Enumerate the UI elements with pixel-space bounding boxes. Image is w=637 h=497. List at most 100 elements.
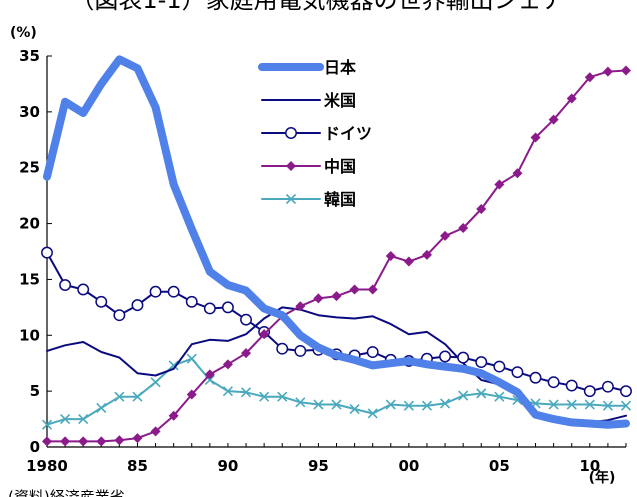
data-point <box>185 295 198 308</box>
data-point <box>59 279 72 291</box>
legend-item: 韓国 <box>261 190 356 209</box>
legend-label: 中国 <box>324 157 356 176</box>
data-point <box>440 230 451 241</box>
legend-marker <box>285 127 297 139</box>
data-point <box>331 291 342 302</box>
data-point <box>150 426 161 437</box>
data-point <box>476 388 487 399</box>
x-tick-label: 85 <box>127 457 148 475</box>
data-point <box>96 402 107 413</box>
data-point <box>203 302 216 315</box>
x-tick-label: 1980 <box>26 457 68 475</box>
chart-title: （図表1-1）家庭用電気機器の世界輸出シェア <box>70 0 565 14</box>
data-point <box>41 419 53 430</box>
legend-label: ドイツ <box>324 124 372 143</box>
data-point <box>458 223 469 234</box>
series-0 <box>43 55 630 429</box>
data-point <box>583 385 596 398</box>
data-point <box>168 360 179 371</box>
y-tick-label: 15 <box>19 270 40 288</box>
data-point <box>547 376 560 389</box>
data-point <box>439 350 452 363</box>
y-tick-label: 5 <box>30 382 40 400</box>
data-point <box>168 410 179 421</box>
data-point <box>222 386 234 397</box>
data-point <box>77 283 90 296</box>
y-tick-label: 0 <box>30 438 40 456</box>
data-point <box>241 348 252 359</box>
x-tick-label: 00 <box>398 457 419 475</box>
y-tick-label: 20 <box>19 215 40 233</box>
legend-marker <box>286 161 296 171</box>
data-point <box>403 400 414 411</box>
x-tick-label: 05 <box>489 457 510 475</box>
data-point <box>458 390 469 401</box>
data-point <box>385 250 396 261</box>
data-point <box>566 399 577 410</box>
data-point <box>95 295 108 308</box>
data-point <box>457 351 470 364</box>
y-tick-label: 25 <box>19 159 40 177</box>
legend-item: 日本 <box>258 58 356 77</box>
data-point <box>41 246 53 259</box>
series-3 <box>42 65 631 447</box>
data-point <box>367 284 378 295</box>
data-point <box>295 397 306 408</box>
data-point <box>529 371 542 384</box>
data-point <box>114 391 125 402</box>
data-point <box>349 403 360 415</box>
data-point <box>294 344 307 357</box>
data-point <box>620 385 632 398</box>
data-point <box>295 301 306 312</box>
data-point <box>475 356 488 369</box>
legend-label: 日本 <box>324 58 356 77</box>
data-point <box>565 379 578 392</box>
data-point <box>602 400 613 411</box>
data-point <box>385 399 396 410</box>
data-point <box>221 301 234 314</box>
x-tick-label: 95 <box>308 457 329 475</box>
data-point <box>132 433 143 444</box>
data-point <box>60 436 71 447</box>
data-point <box>566 93 577 104</box>
data-point <box>367 408 378 419</box>
data-point <box>313 399 324 410</box>
y-tick-label: 30 <box>19 103 40 121</box>
data-point <box>602 66 613 77</box>
series-line <box>43 55 630 429</box>
data-point <box>240 313 252 326</box>
data-point <box>584 399 595 410</box>
y-axis-unit-label: (%) <box>10 25 37 41</box>
data-point <box>259 329 270 340</box>
data-point <box>150 377 161 388</box>
data-point <box>476 204 487 215</box>
data-point <box>222 359 233 370</box>
data-point <box>601 380 614 393</box>
data-point <box>331 399 342 410</box>
data-point <box>78 436 89 447</box>
data-point <box>259 391 270 402</box>
data-point <box>149 285 162 298</box>
y-tick-label: 10 <box>19 326 40 344</box>
legend-item: 中国 <box>261 157 356 176</box>
data-point <box>421 249 432 260</box>
data-point <box>421 400 433 411</box>
x-axis-unit-label: (年) <box>589 469 616 486</box>
legend-item: ドイツ <box>261 124 372 143</box>
x-tick-label: 90 <box>218 457 239 475</box>
data-point <box>494 391 505 402</box>
data-point <box>511 366 524 379</box>
legend-marker <box>285 193 297 205</box>
data-point <box>114 435 125 446</box>
data-point <box>621 65 631 76</box>
data-point <box>42 436 52 447</box>
data-point <box>186 353 197 364</box>
data-point <box>403 256 414 267</box>
data-point <box>493 360 506 373</box>
data-point <box>78 414 89 425</box>
plot-area <box>41 55 632 447</box>
data-point <box>439 398 451 409</box>
data-point <box>494 179 505 190</box>
data-point <box>96 436 107 447</box>
